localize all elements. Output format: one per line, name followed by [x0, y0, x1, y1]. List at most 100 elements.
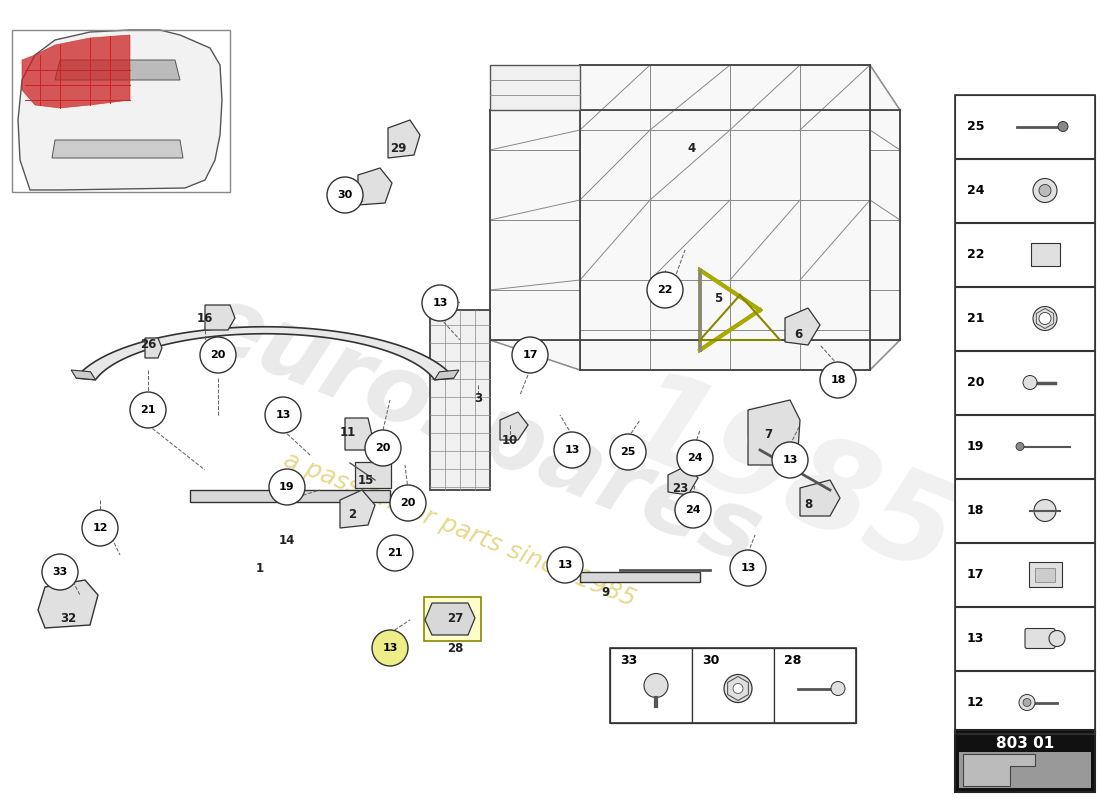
Text: 30: 30: [702, 654, 719, 666]
Text: 22: 22: [967, 248, 984, 261]
Circle shape: [1019, 694, 1035, 710]
Text: 13: 13: [740, 563, 756, 573]
Text: 6: 6: [794, 329, 802, 342]
Circle shape: [265, 397, 301, 433]
Circle shape: [42, 554, 78, 590]
FancyBboxPatch shape: [959, 752, 1091, 788]
Circle shape: [270, 469, 305, 505]
Circle shape: [554, 432, 590, 468]
Polygon shape: [52, 140, 183, 158]
Text: 12: 12: [92, 523, 108, 533]
FancyBboxPatch shape: [955, 479, 1094, 542]
Circle shape: [675, 492, 711, 528]
Circle shape: [820, 362, 856, 398]
Circle shape: [547, 547, 583, 583]
Circle shape: [1034, 499, 1056, 522]
Polygon shape: [345, 418, 372, 450]
Polygon shape: [388, 120, 420, 158]
Text: 29: 29: [389, 142, 406, 154]
Text: 21: 21: [387, 548, 403, 558]
Circle shape: [830, 682, 845, 695]
Polygon shape: [580, 572, 700, 582]
Text: 13: 13: [782, 455, 797, 465]
Text: 13: 13: [558, 560, 573, 570]
Circle shape: [327, 177, 363, 213]
Circle shape: [644, 674, 668, 698]
Text: 10: 10: [502, 434, 518, 446]
Circle shape: [610, 434, 646, 470]
FancyBboxPatch shape: [955, 607, 1094, 670]
Circle shape: [1058, 122, 1068, 131]
Text: 20: 20: [400, 498, 416, 508]
Text: 30: 30: [338, 190, 353, 200]
FancyBboxPatch shape: [610, 648, 692, 723]
Text: 17: 17: [522, 350, 538, 360]
Circle shape: [1040, 185, 1050, 197]
Circle shape: [1023, 375, 1037, 390]
Text: 33: 33: [620, 654, 637, 666]
Text: eurospares: eurospares: [186, 275, 774, 585]
Polygon shape: [55, 60, 180, 80]
Text: 22: 22: [658, 285, 673, 295]
Polygon shape: [18, 30, 222, 190]
Polygon shape: [76, 326, 454, 380]
Text: 28: 28: [784, 654, 802, 666]
FancyBboxPatch shape: [1028, 562, 1062, 587]
Text: 25: 25: [967, 120, 984, 133]
Polygon shape: [39, 580, 98, 628]
Circle shape: [724, 674, 752, 702]
FancyBboxPatch shape: [955, 351, 1094, 414]
Polygon shape: [205, 305, 235, 330]
Text: 4: 4: [688, 142, 696, 154]
Circle shape: [512, 337, 548, 373]
Text: 27: 27: [447, 611, 463, 625]
Text: 23: 23: [672, 482, 689, 494]
FancyBboxPatch shape: [1035, 567, 1055, 582]
Circle shape: [676, 440, 713, 476]
Text: 32: 32: [59, 611, 76, 625]
Circle shape: [200, 337, 236, 373]
Text: 25: 25: [620, 447, 636, 457]
Text: 8: 8: [804, 498, 812, 511]
FancyBboxPatch shape: [955, 730, 1094, 792]
Polygon shape: [145, 338, 162, 358]
Polygon shape: [800, 480, 840, 516]
Text: 1: 1: [256, 562, 264, 574]
Circle shape: [82, 510, 118, 546]
Circle shape: [1033, 306, 1057, 330]
Text: 18: 18: [830, 375, 846, 385]
FancyBboxPatch shape: [692, 648, 774, 723]
Text: 13: 13: [564, 445, 580, 455]
Text: 18: 18: [967, 504, 984, 517]
Text: 13: 13: [275, 410, 290, 420]
Text: 5: 5: [714, 291, 722, 305]
FancyBboxPatch shape: [424, 597, 481, 641]
FancyBboxPatch shape: [955, 287, 1094, 350]
FancyBboxPatch shape: [774, 648, 856, 723]
Text: 9: 9: [601, 586, 609, 598]
Text: 7: 7: [763, 429, 772, 442]
Circle shape: [730, 550, 766, 586]
Polygon shape: [340, 490, 375, 528]
Circle shape: [1033, 178, 1057, 202]
Text: 2: 2: [348, 509, 356, 522]
Polygon shape: [358, 168, 392, 205]
Text: 11: 11: [340, 426, 356, 439]
Circle shape: [372, 630, 408, 666]
Text: 21: 21: [967, 312, 984, 325]
Circle shape: [1023, 698, 1031, 706]
Text: 21: 21: [141, 405, 156, 415]
Polygon shape: [425, 603, 475, 635]
Text: 28: 28: [447, 642, 463, 654]
Polygon shape: [490, 65, 580, 110]
Circle shape: [1040, 313, 1050, 325]
Text: 13: 13: [967, 632, 984, 645]
Text: 19: 19: [967, 440, 984, 453]
Text: 20: 20: [375, 443, 390, 453]
Text: 24: 24: [685, 505, 701, 515]
Polygon shape: [430, 310, 490, 490]
Text: 17: 17: [967, 568, 984, 581]
FancyBboxPatch shape: [1031, 243, 1059, 266]
Polygon shape: [748, 400, 800, 465]
Polygon shape: [190, 490, 390, 502]
